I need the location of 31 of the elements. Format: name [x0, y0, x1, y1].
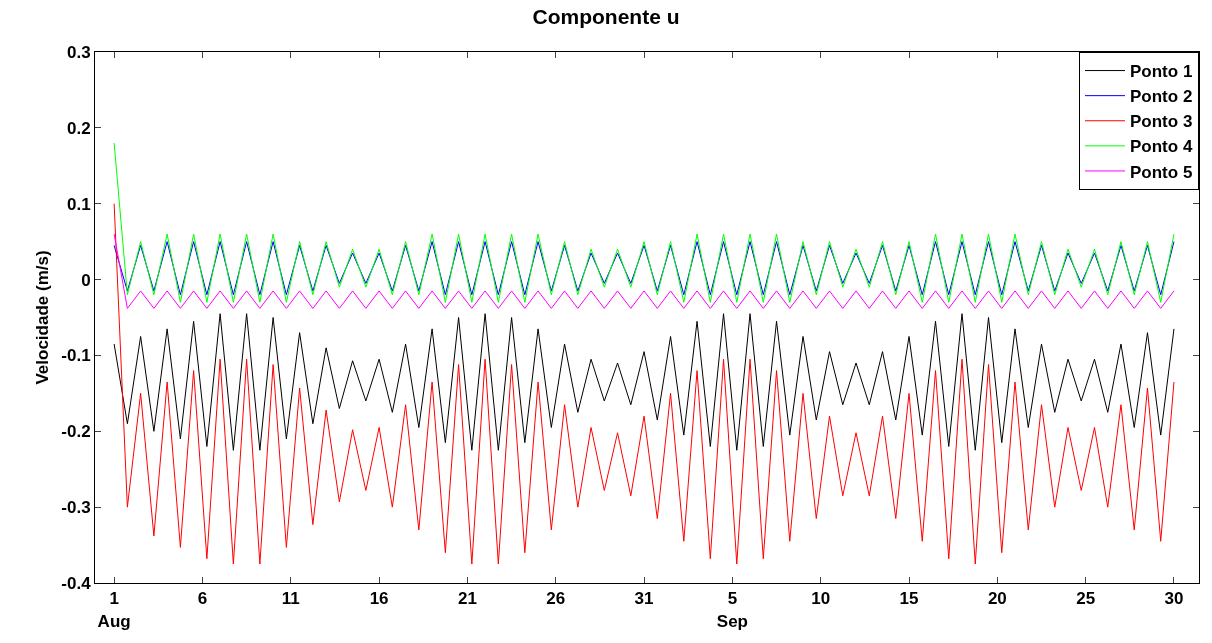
- x-tick-label: 30: [1164, 589, 1184, 609]
- y-tick-label: 0: [81, 270, 91, 290]
- x-tick-label: 20: [987, 589, 1007, 609]
- legend-label: Ponto 2: [1130, 87, 1193, 107]
- x-tick-label: 1 Aug: [97, 589, 131, 631]
- legend-label: Ponto 5: [1130, 162, 1193, 182]
- x-tick-label: 21: [457, 589, 477, 609]
- x-tick-label: 11: [281, 589, 300, 609]
- chart-title: Componente u: [532, 5, 680, 29]
- y-tick-label: 0.2: [66, 118, 91, 138]
- x-tick-label: 15: [899, 589, 919, 609]
- x-tick-label: 5 Sep: [716, 589, 748, 631]
- x-tick-label: 26: [546, 589, 566, 609]
- line-series: [113, 203, 1175, 565]
- y-tick-label: -0.4: [61, 573, 92, 593]
- x-tick-label: 10: [811, 589, 831, 609]
- legend-label: Ponto 1: [1130, 62, 1193, 82]
- y-tick-label: 0.3: [66, 42, 91, 62]
- x-tick-label: 6: [197, 589, 208, 609]
- legend-label: Ponto 4: [1130, 137, 1193, 157]
- x-tick-label: 25: [1076, 589, 1096, 609]
- x-tick-label: 16: [369, 589, 389, 609]
- y-tick-label: -0.1: [61, 346, 91, 366]
- x-tick-label: 31: [634, 589, 654, 609]
- y-tick-label: -0.3: [61, 498, 91, 518]
- line-series: [113, 313, 1175, 451]
- line-series: [113, 241, 1175, 296]
- y-axis-title: Velocidade (m/s): [32, 250, 52, 385]
- legend-label: Ponto 3: [1130, 112, 1193, 132]
- y-tick-label: -0.2: [61, 422, 91, 442]
- y-tick-label: 0.1: [66, 194, 91, 214]
